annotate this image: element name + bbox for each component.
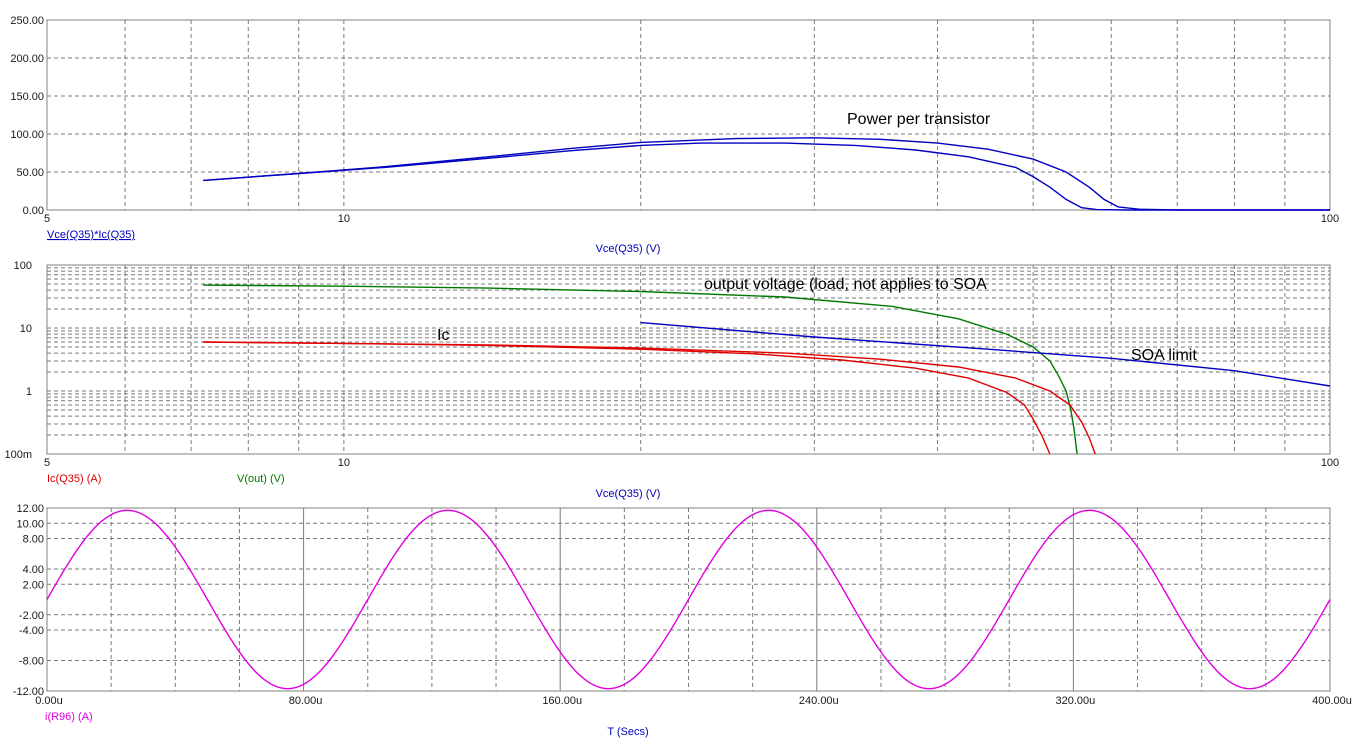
y-tick-label: 150.00 xyxy=(10,91,44,103)
sine-curve xyxy=(46,509,1331,690)
x-tick-label: 80.00u xyxy=(289,695,323,707)
x-tick-label: 0.00u xyxy=(35,695,63,707)
y-tick-label: 8.00 xyxy=(23,534,44,546)
power-x-axis-label: Vce(Q35) (V) xyxy=(596,243,661,255)
plot-frame xyxy=(46,19,1331,211)
power-curve xyxy=(203,137,1330,211)
y-tick-label: 10.00 xyxy=(16,518,44,530)
x-tick-label: 240.00u xyxy=(799,695,839,707)
x-tick-label: 100 xyxy=(1321,213,1339,225)
vout-series-label: V(out) (V) xyxy=(237,473,285,485)
y-tick-label: -12.00 xyxy=(13,686,44,698)
y-tick-label: 1 xyxy=(26,386,32,398)
y-tick-label: -8.00 xyxy=(19,656,44,668)
x-tick-label: 10 xyxy=(338,457,350,469)
sine-x-axis-label: T (Secs) xyxy=(607,726,648,738)
power-annotation: Power per transistor xyxy=(847,111,991,128)
power-curve xyxy=(203,142,1330,211)
ic-curve xyxy=(203,341,1096,455)
y-tick-label: 100 xyxy=(14,260,32,272)
y-tick-label: 100.00 xyxy=(10,129,44,141)
x-tick-label: 320.00u xyxy=(1056,695,1096,707)
x-tick-label: 10 xyxy=(338,213,350,225)
y-tick-label: 12.00 xyxy=(16,503,44,515)
plot-frame xyxy=(46,264,1331,455)
power-series-label: Vce(Q35)*Ic(Q35) xyxy=(47,229,135,241)
y-tick-label: -4.00 xyxy=(19,625,44,637)
sine-panel: 12.00 10.00 8.00 4.00 2.00 -2.00 -4.00 -8.00 -12… xyxy=(13,503,1352,707)
ic-series-label: Ic(Q35) (A) xyxy=(47,473,101,485)
y-tick-label: 10 xyxy=(20,323,32,335)
y-tick-label: 0.00 xyxy=(23,205,44,217)
ic-annotation: Ic xyxy=(437,327,449,344)
soa-annotation: SOA limit xyxy=(1131,347,1197,364)
y-tick-label: 50.00 xyxy=(16,167,44,179)
x-tick-label: 5 xyxy=(44,457,50,469)
x-tick-label: 5 xyxy=(44,213,50,225)
y-tick-label: 100m xyxy=(4,449,32,461)
x-tick-label: 400.00u xyxy=(1312,695,1352,707)
ic-curve xyxy=(203,341,1051,455)
y-tick-label: 2.00 xyxy=(23,579,44,591)
power-panel: 0.00 50.00 100.00 150.00 200.00 250.00 5 10 100 xyxy=(10,15,1339,225)
y-tick-label: 200.00 xyxy=(10,53,44,65)
y-tick-label: -2.00 xyxy=(19,610,44,622)
y-tick-label: 4.00 xyxy=(23,564,44,576)
vout-curve xyxy=(203,284,1078,455)
y-tick-label: 250.00 xyxy=(10,15,44,27)
x-tick-label: 100 xyxy=(1321,457,1339,469)
soa-curve xyxy=(640,321,1331,387)
current-x-axis-label: Vce(Q35) (V) xyxy=(596,488,661,500)
x-tick-label: 160.00u xyxy=(542,695,582,707)
current-panel: 100m 1 10 100 5 10 100 xyxy=(4,260,1339,469)
sine-series-label: i(R96) (A) xyxy=(45,711,93,723)
vout-annotation: output voltage (load, not applies to SOA xyxy=(704,276,987,293)
